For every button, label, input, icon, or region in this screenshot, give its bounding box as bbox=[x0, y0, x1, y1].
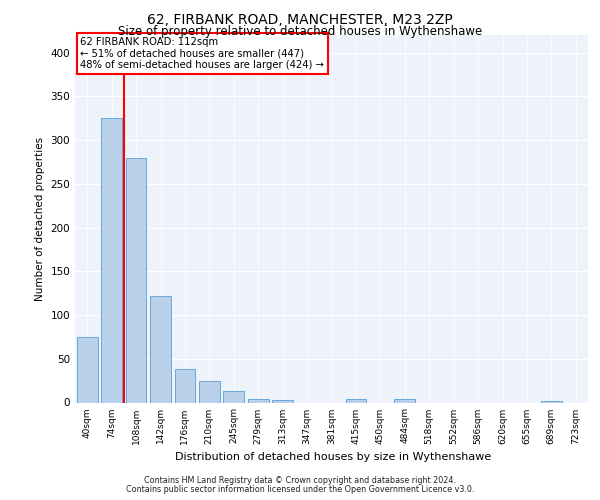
Bar bbox=[223, 391, 244, 402]
Bar bbox=[394, 399, 415, 402]
Bar bbox=[150, 296, 171, 403]
Y-axis label: Number of detached properties: Number of detached properties bbox=[35, 136, 45, 301]
Bar bbox=[541, 401, 562, 402]
Text: Contains HM Land Registry data © Crown copyright and database right 2024.: Contains HM Land Registry data © Crown c… bbox=[144, 476, 456, 485]
Bar bbox=[248, 399, 269, 402]
Text: 62, FIRBANK ROAD, MANCHESTER, M23 2ZP: 62, FIRBANK ROAD, MANCHESTER, M23 2ZP bbox=[147, 12, 453, 26]
Bar bbox=[101, 118, 122, 403]
Text: Contains public sector information licensed under the Open Government Licence v3: Contains public sector information licen… bbox=[126, 484, 474, 494]
Bar bbox=[272, 400, 293, 402]
Bar bbox=[77, 337, 98, 402]
Bar bbox=[125, 158, 146, 402]
Text: 62 FIRBANK ROAD: 112sqm
← 51% of detached houses are smaller (447)
48% of semi-d: 62 FIRBANK ROAD: 112sqm ← 51% of detache… bbox=[80, 37, 324, 70]
Text: Distribution of detached houses by size in Wythenshawe: Distribution of detached houses by size … bbox=[175, 452, 491, 462]
Bar bbox=[199, 380, 220, 402]
Bar bbox=[346, 399, 367, 402]
Text: Size of property relative to detached houses in Wythenshawe: Size of property relative to detached ho… bbox=[118, 25, 482, 38]
Bar bbox=[175, 369, 196, 402]
